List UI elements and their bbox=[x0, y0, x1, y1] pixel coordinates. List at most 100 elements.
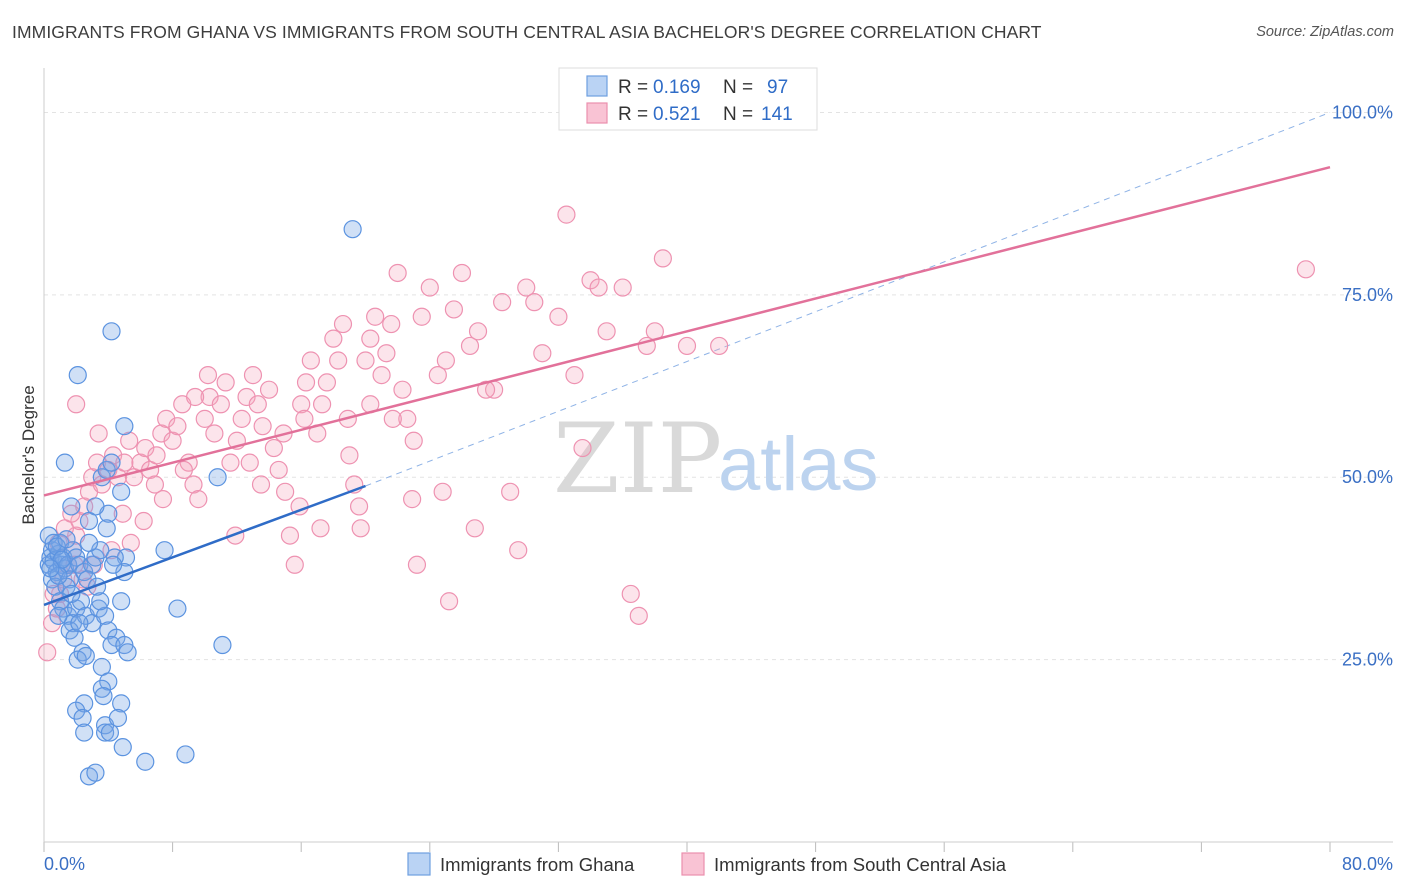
data-point-ghana bbox=[113, 738, 132, 757]
data-point-sca bbox=[412, 307, 431, 326]
data-point-sca bbox=[264, 438, 283, 458]
x-axis-ticks bbox=[43, 842, 1331, 852]
data-point-sca bbox=[248, 395, 267, 414]
data-point-sca bbox=[136, 438, 155, 458]
data-point-sca bbox=[439, 592, 459, 611]
legend-swatch-ghana bbox=[586, 75, 608, 97]
data-point-sca bbox=[153, 490, 173, 509]
data-point-sca bbox=[121, 533, 140, 552]
data-point-sca bbox=[259, 380, 279, 399]
data-point-sca bbox=[163, 431, 182, 450]
data-point-sca bbox=[200, 387, 219, 407]
data-point-sca bbox=[377, 344, 396, 363]
data-point-sca bbox=[251, 475, 271, 494]
data-point-sca bbox=[407, 555, 427, 574]
legend-swatch-sca bbox=[586, 102, 608, 124]
data-point-sca bbox=[509, 541, 528, 560]
data-point-sca bbox=[120, 431, 139, 450]
legend-n-value-sca: 141 bbox=[761, 104, 793, 125]
data-point-sca bbox=[383, 409, 402, 428]
data-point-ghana bbox=[136, 752, 155, 771]
data-point-sca bbox=[557, 205, 576, 224]
data-point-ghana bbox=[99, 672, 118, 691]
trend-line-ghana bbox=[43, 484, 366, 607]
data-point-ghana bbox=[73, 708, 92, 728]
bottom-legend-swatch-sca bbox=[681, 852, 705, 876]
legend-n-label: N = bbox=[723, 77, 753, 98]
data-point-sca bbox=[87, 453, 107, 472]
data-point-sca bbox=[292, 395, 311, 414]
data-point-sca bbox=[653, 249, 672, 268]
data-point-sca bbox=[613, 278, 632, 297]
reference-diagonal-line bbox=[365, 112, 1331, 487]
data-point-ghana bbox=[65, 628, 84, 647]
data-point-sca bbox=[276, 482, 295, 501]
data-point-ghana bbox=[62, 497, 81, 516]
data-point-ghana bbox=[155, 541, 174, 560]
x-tick-label-min: 0.0% bbox=[44, 854, 85, 874]
data-point-ghana bbox=[70, 614, 89, 633]
data-point-sca bbox=[184, 475, 203, 494]
data-point-sca bbox=[301, 351, 320, 370]
data-point-sca bbox=[145, 475, 165, 494]
legend-n-value-ghana: 97 bbox=[767, 77, 788, 98]
data-point-ghana bbox=[71, 592, 91, 611]
data-point-sca bbox=[404, 431, 423, 450]
data-point-sca bbox=[237, 387, 256, 407]
data-point-ghana bbox=[94, 686, 113, 706]
bottom-legend-label-ghana: Immigrants from Ghana bbox=[440, 854, 635, 875]
data-point-sca bbox=[372, 366, 391, 385]
data-point-ghana bbox=[89, 599, 108, 618]
data-point-ghana bbox=[104, 555, 123, 574]
data-point-sca bbox=[333, 314, 353, 334]
data-point-ghana bbox=[55, 453, 74, 472]
data-point-ghana bbox=[95, 723, 115, 742]
data-point-sca bbox=[398, 409, 417, 428]
data-point-sca bbox=[597, 322, 616, 341]
data-point-sca bbox=[221, 453, 240, 472]
data-point-sca bbox=[361, 329, 380, 348]
data-point-sca bbox=[525, 293, 544, 312]
legend-r-value-sca: 0.521 bbox=[653, 104, 701, 125]
data-point-sca bbox=[174, 460, 193, 480]
data-point-ghana bbox=[118, 643, 137, 662]
data-point-ghana bbox=[115, 417, 134, 436]
data-point-sca bbox=[157, 409, 176, 428]
watermark-atlas: atlas bbox=[718, 422, 879, 507]
data-point-ghana bbox=[75, 723, 94, 742]
data-point-sca bbox=[382, 314, 401, 334]
data-point-sca bbox=[285, 555, 304, 574]
data-point-sca bbox=[38, 643, 57, 662]
data-point-sca bbox=[565, 366, 584, 385]
data-point-sca bbox=[351, 519, 370, 538]
bottom-legend: Immigrants from Ghana Immigrants from So… bbox=[407, 852, 1007, 876]
y-tick-labels: 25.0% 50.0% 75.0% 100.0% bbox=[1332, 102, 1393, 669]
data-point-sca bbox=[433, 482, 452, 501]
watermark-zip: ZIP bbox=[553, 403, 722, 515]
data-point-ghana bbox=[57, 530, 76, 549]
data-point-sca bbox=[460, 336, 480, 356]
data-point-sca bbox=[388, 263, 407, 283]
data-point-sca bbox=[428, 366, 447, 385]
data-point-ghana bbox=[79, 511, 99, 531]
data-point-ghana bbox=[91, 541, 110, 560]
data-point-sca bbox=[710, 336, 729, 356]
y-tick-label: 100.0% bbox=[1332, 102, 1393, 122]
data-point-sca bbox=[312, 395, 332, 414]
data-point-sca bbox=[476, 380, 496, 399]
data-point-sca bbox=[589, 278, 608, 297]
trend-line-sca bbox=[43, 165, 1331, 497]
data-point-sca bbox=[501, 482, 520, 501]
y-tick-label: 75.0% bbox=[1342, 285, 1393, 305]
data-point-sca bbox=[147, 446, 166, 465]
data-point-ghana bbox=[208, 468, 227, 487]
data-point-sca bbox=[134, 511, 153, 531]
data-point-ghana bbox=[92, 679, 111, 698]
data-point-sca bbox=[629, 606, 648, 625]
data-point-sca bbox=[240, 453, 259, 472]
watermark: ZIP atlas bbox=[553, 403, 879, 515]
legend-n-label: N = bbox=[723, 104, 753, 125]
data-point-ghana bbox=[79, 533, 99, 552]
chart-title: IMMIGRANTS FROM GHANA VS IMMIGRANTS FROM… bbox=[12, 22, 1042, 42]
data-point-sca bbox=[62, 504, 81, 523]
